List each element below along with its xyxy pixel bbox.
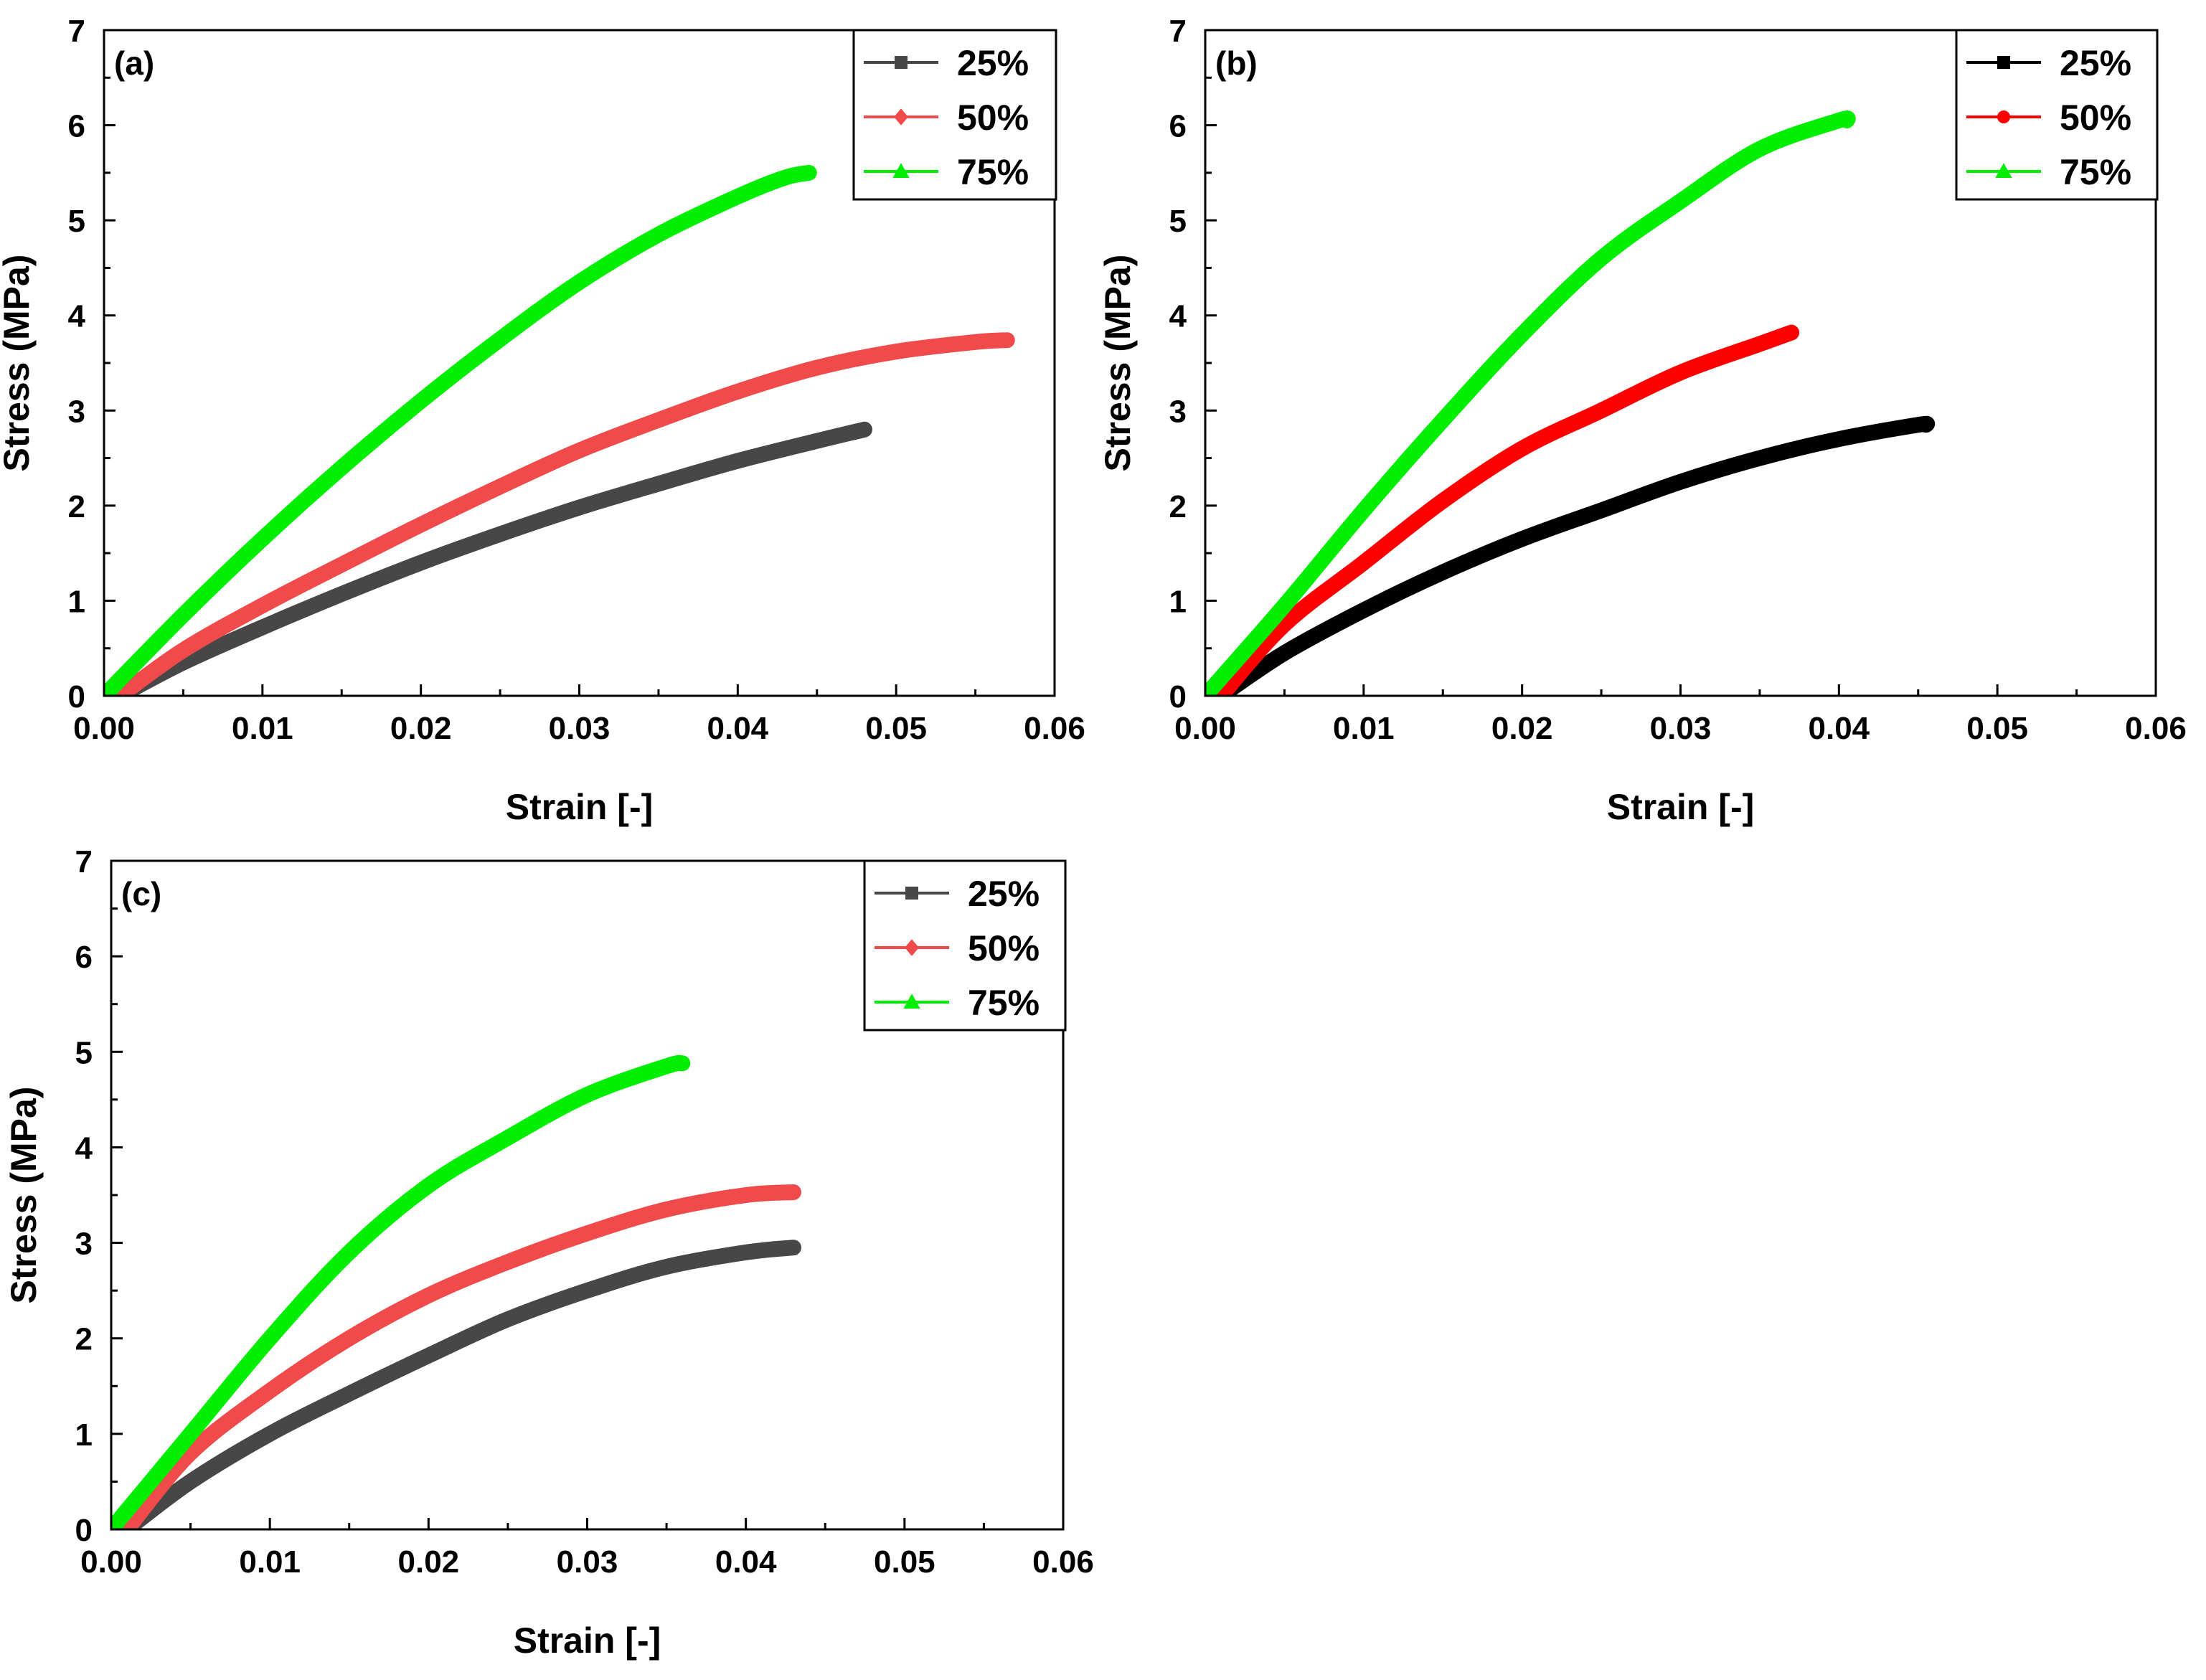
x-tick-label: 0.02 bbox=[390, 711, 452, 746]
series-line-25pct bbox=[112, 421, 872, 696]
x-axis-title: Strain [-] bbox=[506, 787, 654, 827]
y-tick-label: 0 bbox=[1169, 679, 1187, 714]
series-line-75pct bbox=[104, 164, 817, 696]
x-tick-label: 0.06 bbox=[2125, 711, 2187, 746]
x-tick-label: 0.05 bbox=[874, 1544, 935, 1580]
legend-label: 75% bbox=[2060, 152, 2131, 192]
series-line-25pct bbox=[119, 1240, 801, 1529]
series-line-50pct bbox=[112, 332, 1015, 696]
y-tick-label: 7 bbox=[75, 844, 93, 879]
y-tick-label: 2 bbox=[75, 1322, 93, 1357]
series-line-25pct bbox=[1213, 415, 1936, 696]
legend-label: 50% bbox=[957, 98, 1029, 138]
x-tick-label: 0.06 bbox=[1024, 711, 1085, 746]
legend-label: 25% bbox=[2060, 43, 2131, 83]
y-tick-label: 3 bbox=[75, 1227, 93, 1262]
y-tick-label: 4 bbox=[75, 1131, 93, 1166]
y-tick-label: 3 bbox=[1169, 394, 1187, 429]
legend-label: 50% bbox=[2060, 98, 2131, 138]
series-line-50pct bbox=[119, 1184, 801, 1529]
legend-label: 75% bbox=[957, 152, 1029, 192]
x-axis-title: Strain [-] bbox=[1607, 787, 1755, 827]
legend-label: 25% bbox=[968, 874, 1040, 914]
x-tick-label: 0.04 bbox=[707, 711, 769, 746]
x-tick-label: 0.01 bbox=[232, 711, 293, 746]
y-tick-label: 4 bbox=[1169, 299, 1187, 334]
y-axis-title: Stress (MPa) bbox=[0, 255, 37, 472]
y-tick-label: 6 bbox=[1169, 109, 1187, 144]
panel-label: (b) bbox=[1215, 44, 1258, 82]
x-tick-label: 0.02 bbox=[1491, 711, 1553, 746]
legend-marker-triangle bbox=[892, 163, 910, 178]
legend-label: 50% bbox=[968, 928, 1040, 968]
legend-marker-circle bbox=[1997, 110, 2010, 123]
legend: 25% 50% 75% bbox=[1955, 29, 2159, 201]
y-tick-label: 5 bbox=[1169, 204, 1187, 239]
legend-marker-square bbox=[905, 887, 918, 900]
y-tick-label: 4 bbox=[68, 299, 86, 334]
y-tick-label: 1 bbox=[1169, 584, 1187, 619]
x-tick-label: 0.02 bbox=[398, 1544, 460, 1580]
panel-label: (c) bbox=[121, 875, 161, 912]
legend-marker-diamond bbox=[905, 939, 919, 956]
legend-marker-triangle bbox=[1995, 163, 2012, 178]
legend-label: 75% bbox=[968, 983, 1040, 1023]
x-tick-label: 0.05 bbox=[1966, 711, 2028, 746]
y-tick-label: 0 bbox=[68, 679, 85, 714]
y-tick-label: 7 bbox=[1169, 14, 1187, 49]
y-tick-label: 2 bbox=[68, 489, 85, 524]
x-tick-label: 0.00 bbox=[73, 711, 135, 746]
y-tick-label: 0 bbox=[75, 1513, 93, 1548]
legend: 25% 50% 75% bbox=[863, 859, 1067, 1032]
x-tick-label: 0.06 bbox=[1032, 1544, 1094, 1580]
x-tick-label: 0.00 bbox=[1174, 711, 1236, 746]
y-tick-label: 6 bbox=[68, 109, 85, 144]
series-line-75pct bbox=[1205, 110, 1856, 696]
y-tick-label: 5 bbox=[68, 204, 85, 239]
x-axis-title: Strain [-] bbox=[514, 1620, 661, 1661]
legend-label: 25% bbox=[957, 43, 1029, 83]
legend: 25% 50% 75% bbox=[852, 29, 1057, 201]
y-tick-label: 5 bbox=[75, 1035, 93, 1070]
y-tick-label: 2 bbox=[1169, 489, 1187, 524]
x-tick-label: 0.01 bbox=[239, 1544, 301, 1580]
x-tick-label: 0.03 bbox=[557, 1544, 618, 1580]
x-tick-label: 0.03 bbox=[549, 711, 611, 746]
legend-marker-square bbox=[895, 56, 908, 69]
x-tick-label: 0.04 bbox=[715, 1544, 777, 1580]
x-tick-label: 0.04 bbox=[1809, 711, 1870, 746]
series-line-50pct bbox=[1213, 324, 1800, 696]
series-line-75pct bbox=[111, 1054, 691, 1529]
y-tick-label: 1 bbox=[68, 584, 85, 619]
chart-panel-c: 0.00 0.01 0.02 0.03 0.04 0.05 0.06 0 1 2 3 4 5 6 7 Stra… bbox=[4, 844, 1094, 1661]
x-tick-label: 0.03 bbox=[1650, 711, 1712, 746]
legend-marker-triangle bbox=[903, 994, 920, 1009]
x-tick-label: 0.05 bbox=[865, 711, 927, 746]
chart-panel-a: 0.00 0.01 0.02 0.03 0.04 0.05 0.06 0 1 2 3 4 5 6 7 Stra… bbox=[0, 14, 1085, 827]
panel-label: (a) bbox=[114, 44, 154, 82]
y-axis-title: Stress (MPa) bbox=[4, 1087, 44, 1304]
y-tick-label: 7 bbox=[68, 14, 85, 49]
y-tick-label: 6 bbox=[75, 940, 93, 975]
x-tick-label: 0.00 bbox=[80, 1544, 142, 1580]
y-tick-label: 1 bbox=[75, 1417, 93, 1453]
y-tick-label: 3 bbox=[68, 394, 85, 429]
chart-panel-b: 0.00 0.01 0.02 0.03 0.04 0.05 0.06 0 1 2 3 4 5 6 7 Stra… bbox=[1098, 14, 2187, 827]
legend-marker-square bbox=[1997, 56, 2010, 69]
legend-marker-diamond bbox=[894, 108, 908, 126]
x-tick-label: 0.01 bbox=[1333, 711, 1395, 746]
y-axis-title: Stress (MPa) bbox=[1098, 255, 1138, 472]
